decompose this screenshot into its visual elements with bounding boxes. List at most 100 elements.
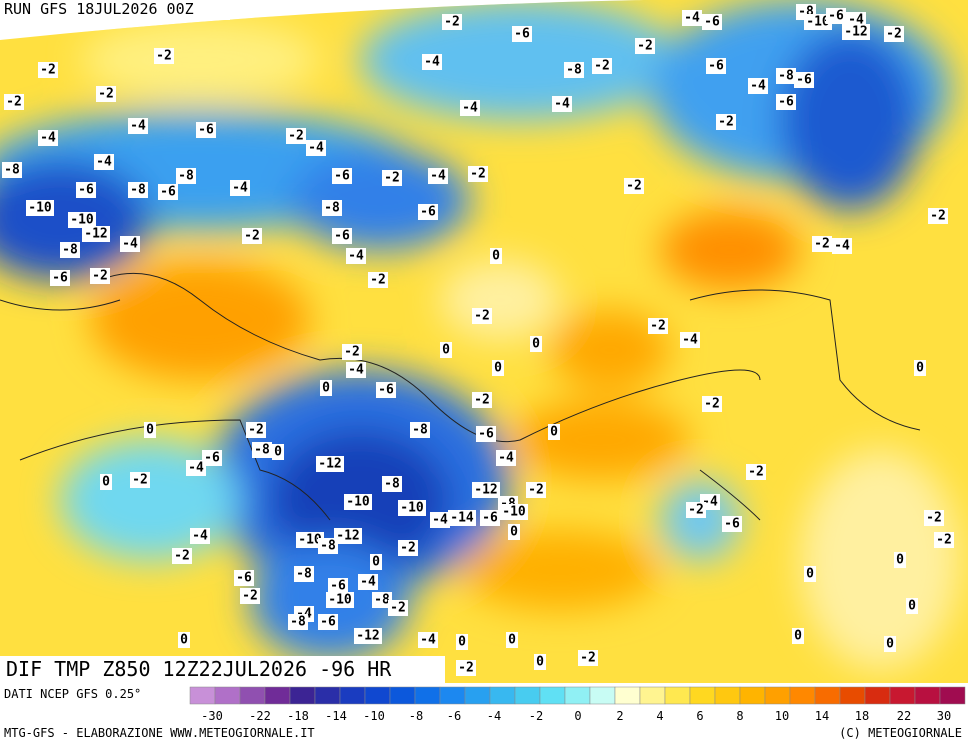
contour-label: -4 xyxy=(684,11,700,26)
contour-label-bg xyxy=(548,424,560,440)
contour-label-bg xyxy=(288,614,308,630)
contour-label-bg xyxy=(4,94,24,110)
colorbar-tick-label: 8 xyxy=(736,709,743,723)
contour-label: -4 xyxy=(232,181,248,196)
colorbar-swatch xyxy=(889,686,916,705)
contour-label: -10 xyxy=(298,533,322,548)
contour-label: -10 xyxy=(400,501,424,516)
contour-label: -2 xyxy=(886,27,902,42)
contour-label-bg xyxy=(578,650,598,666)
contour-label: -4 xyxy=(462,101,478,116)
colorbar-swatch xyxy=(389,686,416,705)
contour-label: -4 xyxy=(702,495,718,510)
contour-label: -2 xyxy=(40,63,56,78)
run-label-bg xyxy=(0,0,230,20)
colorbar-swatch xyxy=(739,686,766,705)
contour-label: -14 xyxy=(450,511,474,526)
contour-label: -2 xyxy=(594,59,610,74)
contour-label: -2 xyxy=(288,129,304,144)
contour-label: -4 xyxy=(188,461,204,476)
contour-label: -8 xyxy=(566,63,582,78)
contour-label-bg xyxy=(190,528,210,544)
contour-label: 0 xyxy=(372,555,380,570)
contour-label-bg xyxy=(534,654,546,670)
contour-label: -6 xyxy=(478,427,494,442)
contour-label-bg xyxy=(60,242,80,258)
contour-label: 0 xyxy=(886,637,894,652)
contour-label-bg xyxy=(326,592,354,608)
colorbar-swatch xyxy=(239,686,266,705)
contour-label: -2 xyxy=(650,319,666,334)
contour-label: -8 xyxy=(374,593,390,608)
colorbar-tick-label: -18 xyxy=(287,709,309,723)
contour-label-bg xyxy=(388,600,408,616)
contour-label: -2 xyxy=(390,601,406,616)
contour-label-bg xyxy=(934,532,954,548)
contour-label-bg xyxy=(748,78,768,94)
contour-label-bg xyxy=(526,482,546,498)
contour-label-bg xyxy=(480,510,500,526)
contour-label-bg xyxy=(38,62,58,78)
contour-label: 0 xyxy=(794,629,802,644)
contour-label-bg xyxy=(334,528,362,544)
colorbar-tick-label: 18 xyxy=(855,709,869,723)
contour-label-bg xyxy=(776,94,796,110)
colorbar-swatch xyxy=(314,686,341,705)
colorbar-swatch xyxy=(564,686,591,705)
contour-label: -4 xyxy=(420,633,436,648)
contour-label-bg xyxy=(358,574,378,590)
colorbar-tick-label: -30 xyxy=(201,709,223,723)
contour-label-bg xyxy=(476,426,496,442)
contour-label: -8 xyxy=(324,201,340,216)
contour-label-bg xyxy=(460,100,480,116)
contour-label: -6 xyxy=(704,15,720,30)
contour-label: -10 xyxy=(28,201,52,216)
colorbar-tick-label: -8 xyxy=(409,709,423,723)
contour-label: 0 xyxy=(550,425,558,440)
contour-label-bg xyxy=(120,236,140,252)
contour-label: 0 xyxy=(492,249,500,264)
contour-label-bg xyxy=(552,96,572,112)
contour-label-bg xyxy=(26,200,54,216)
contour-label: -2 xyxy=(936,533,952,548)
contour-label: 0 xyxy=(508,633,516,648)
contour-label-bg xyxy=(272,444,284,460)
contour-label-bg xyxy=(794,72,814,88)
colorbar-swatch xyxy=(489,686,516,705)
contour-label-bg xyxy=(286,128,306,144)
contour-label: -2 xyxy=(688,503,704,518)
contour-label-bg xyxy=(158,184,178,200)
contour-label-bg xyxy=(826,8,846,24)
contour-label-bg xyxy=(456,660,476,676)
contour-label-bg xyxy=(832,238,852,254)
contour-label-bg xyxy=(100,474,112,490)
contour-label-bg xyxy=(90,268,110,284)
contour-label-bg xyxy=(376,382,396,398)
contour-label-bg xyxy=(804,14,832,30)
contour-label: -4 xyxy=(498,451,514,466)
contour-label-bg xyxy=(686,502,706,518)
colorbar-swatch xyxy=(214,686,241,705)
contour-label: -8 xyxy=(254,443,270,458)
contour-label: -2 xyxy=(474,309,490,324)
contour-label-bg xyxy=(382,170,402,186)
contour-label: -2 xyxy=(98,87,114,102)
contour-label: -2 xyxy=(92,269,108,284)
colorbar-swatch xyxy=(464,686,491,705)
contour-label-bg xyxy=(706,58,726,74)
contour-label: -2 xyxy=(344,345,360,360)
contour-label-bg xyxy=(242,228,262,244)
contour-label-bg xyxy=(398,500,426,516)
colorbar-swatch xyxy=(189,686,216,705)
colorbar-swatch xyxy=(639,686,666,705)
contour-label: -8 xyxy=(4,163,20,178)
contour-label-bg xyxy=(682,10,702,26)
contour-label: -4 xyxy=(122,237,138,252)
contour-label-bg xyxy=(322,200,342,216)
contour-label-bg xyxy=(38,130,58,146)
colorbar-swatch xyxy=(289,686,316,705)
colorbar-swatch xyxy=(589,686,616,705)
contour-label-bg xyxy=(635,38,655,54)
